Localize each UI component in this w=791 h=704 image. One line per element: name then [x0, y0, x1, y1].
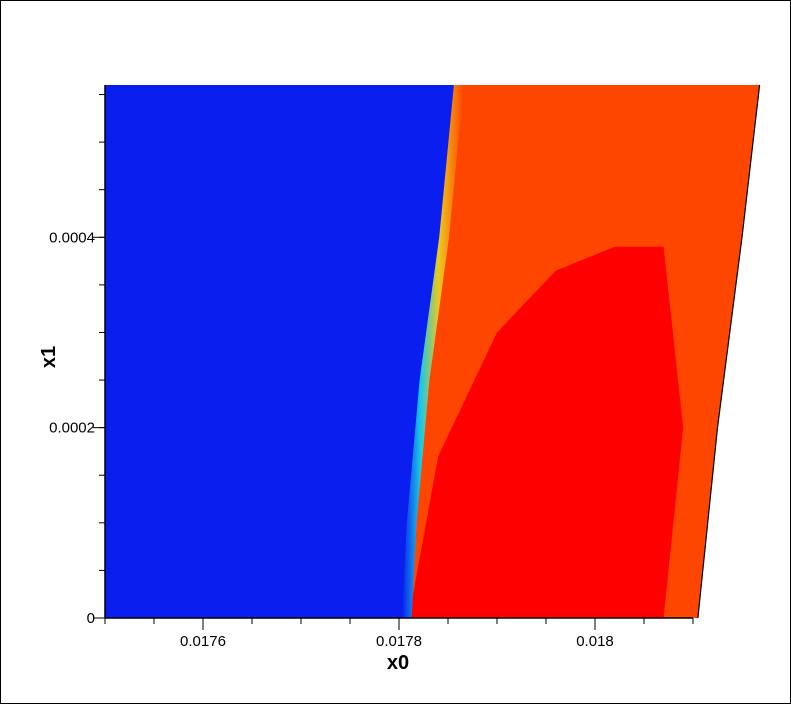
region-high: [408, 246, 684, 619]
x-tick-label: 0.0176: [180, 633, 226, 650]
x-axis-title: x0: [387, 652, 409, 674]
y-tick-label: 0.0002: [49, 420, 95, 437]
y-tick-label: 0.0004: [49, 229, 95, 246]
outer-boundary-line: [697, 84, 761, 619]
y-axis-title: x1: [38, 346, 60, 368]
x-ticks: 0.0176 0.0178 0.018: [104, 618, 694, 650]
contour-regions: [105, 84, 761, 619]
y-tick-label: 0: [87, 610, 95, 627]
y-ticks: 0 0.0002 0.0004: [49, 94, 105, 627]
x-tick-label: 0.018: [576, 633, 614, 650]
front-band: [401, 85, 464, 618]
region-low: [105, 85, 458, 618]
x-tick-label: 0.0178: [376, 633, 422, 650]
